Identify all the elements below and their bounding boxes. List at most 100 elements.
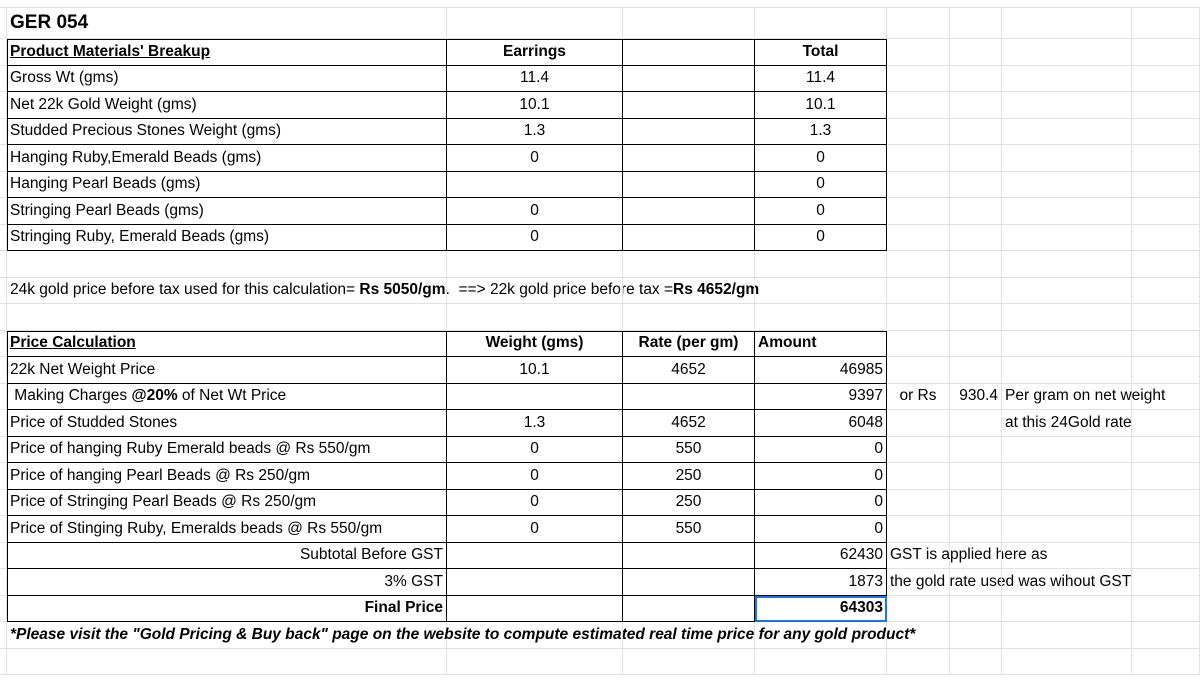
cell[interactable] xyxy=(950,251,1002,278)
cell[interactable] xyxy=(623,648,755,675)
amount-value[interactable]: 0 xyxy=(755,516,887,543)
cell[interactable] xyxy=(1132,489,1200,516)
cell[interactable] xyxy=(950,171,1002,198)
cell[interactable] xyxy=(887,39,950,66)
earrings-value[interactable]: 0 xyxy=(447,224,623,251)
cell[interactable] xyxy=(887,436,950,463)
cell[interactable] xyxy=(1002,463,1132,490)
cell[interactable] xyxy=(1132,277,1200,304)
cell[interactable] xyxy=(950,224,1002,251)
amount-value[interactable]: 0 xyxy=(755,436,887,463)
cell[interactable] xyxy=(1002,171,1132,198)
final-price-label[interactable]: Final Price xyxy=(7,595,447,622)
rate-value[interactable]: 550 xyxy=(623,516,755,543)
empty-cell[interactable] xyxy=(623,595,755,622)
rate-value[interactable]: 4652 xyxy=(623,357,755,384)
spreadsheet-grid[interactable]: GER 054 Product Materials' Breakup Earring… xyxy=(0,8,1200,675)
price-item-label[interactable]: 22k Net Weight Price xyxy=(7,357,447,384)
cell[interactable] xyxy=(950,277,1002,304)
cell[interactable] xyxy=(1132,569,1200,596)
cell[interactable] xyxy=(7,251,447,278)
price-item-label[interactable]: Price of hanging Ruby Emerald beads @ Rs… xyxy=(7,436,447,463)
empty-cell[interactable] xyxy=(623,145,755,172)
note-text[interactable]: Per gram on net weight xyxy=(1002,383,1165,410)
cell[interactable] xyxy=(1132,463,1200,490)
price-item-label[interactable]: Price of Stinging Ruby, Emeralds beads @… xyxy=(7,516,447,543)
earrings-value[interactable]: 11.4 xyxy=(447,65,623,92)
weight-header[interactable]: Weight (gms) xyxy=(447,330,623,357)
cell[interactable] xyxy=(1132,39,1200,66)
total-header[interactable]: Total xyxy=(755,39,887,66)
cell[interactable] xyxy=(1002,595,1132,622)
cell[interactable] xyxy=(1002,436,1132,463)
empty-cell[interactable] xyxy=(623,65,755,92)
cell[interactable] xyxy=(1132,542,1200,569)
cell[interactable] xyxy=(887,463,950,490)
cell[interactable] xyxy=(1002,198,1132,225)
cell[interactable] xyxy=(755,277,887,304)
earrings-value[interactable]: 0 xyxy=(447,145,623,172)
cell[interactable] xyxy=(623,622,755,649)
cell[interactable] xyxy=(447,648,623,675)
cell[interactable] xyxy=(887,8,950,39)
cell[interactable] xyxy=(887,357,950,384)
subtotal-amount[interactable]: 62430 xyxy=(755,542,887,569)
total-value[interactable]: 11.4 xyxy=(755,65,887,92)
price-calc-header-label[interactable]: Price Calculation xyxy=(7,330,447,357)
material-label[interactable]: Gross Wt (gms) xyxy=(7,65,447,92)
cell[interactable] xyxy=(887,118,950,145)
total-value[interactable]: 0 xyxy=(755,198,887,225)
cell[interactable] xyxy=(447,622,623,649)
cell[interactable] xyxy=(950,8,1002,39)
cell[interactable] xyxy=(1132,357,1200,384)
empty-cell[interactable] xyxy=(623,118,755,145)
cell[interactable] xyxy=(887,198,950,225)
cell[interactable] xyxy=(950,39,1002,66)
material-label[interactable]: Studded Precious Stones Weight (gms) xyxy=(7,118,447,145)
weight-value[interactable]: 10.1 xyxy=(447,357,623,384)
earrings-value[interactable] xyxy=(447,171,623,198)
cell[interactable] xyxy=(1002,92,1132,119)
cell[interactable] xyxy=(887,516,950,543)
weight-value[interactable]: 0 xyxy=(447,436,623,463)
cell[interactable] xyxy=(950,410,1002,437)
weight-value[interactable]: 1.3 xyxy=(447,410,623,437)
cell[interactable] xyxy=(1002,251,1132,278)
cell[interactable] xyxy=(1002,277,1132,304)
material-label[interactable]: Stringing Ruby, Emerald Beads (gms) xyxy=(7,224,447,251)
cell[interactable] xyxy=(623,8,755,39)
cell[interactable] xyxy=(1132,410,1200,437)
cell[interactable] xyxy=(1002,542,1132,569)
cell[interactable] xyxy=(1132,92,1200,119)
total-value[interactable]: 0 xyxy=(755,145,887,172)
cell[interactable] xyxy=(887,648,950,675)
cell[interactable] xyxy=(1002,118,1132,145)
cell[interactable] xyxy=(887,145,950,172)
material-label[interactable]: Hanging Ruby,Emerald Beads (gms) xyxy=(7,145,447,172)
cell[interactable] xyxy=(1132,8,1200,39)
cell[interactable] xyxy=(1002,357,1132,384)
empty-cell[interactable] xyxy=(623,171,755,198)
cell[interactable] xyxy=(1132,118,1200,145)
cell[interactable] xyxy=(1132,330,1200,357)
footnote[interactable]: *Please visit the "Gold Pricing & Buy ba… xyxy=(7,622,915,649)
cell[interactable] xyxy=(950,463,1002,490)
cell[interactable] xyxy=(950,92,1002,119)
weight-value[interactable] xyxy=(447,383,623,410)
amount-value[interactable]: 46985 xyxy=(755,357,887,384)
weight-value[interactable]: 0 xyxy=(447,516,623,543)
cell[interactable] xyxy=(950,489,1002,516)
final-price-amount[interactable]: 64303 xyxy=(755,595,887,622)
cell[interactable] xyxy=(1002,8,1132,39)
price-item-label[interactable]: Making Charges @20% of Net Wt Price xyxy=(7,383,447,410)
cell[interactable] xyxy=(1132,145,1200,172)
total-value[interactable]: 0 xyxy=(755,171,887,198)
note-per-gram-value[interactable]: 930.4 xyxy=(950,383,1002,410)
cell[interactable] xyxy=(1132,198,1200,225)
material-label[interactable]: Hanging Pearl Beads (gms) xyxy=(7,171,447,198)
cell[interactable] xyxy=(887,224,950,251)
rate-header[interactable]: Rate (per gm) xyxy=(623,330,755,357)
gst-label[interactable]: 3% GST xyxy=(7,569,447,596)
cell[interactable] xyxy=(950,542,1002,569)
cell[interactable] xyxy=(950,357,1002,384)
